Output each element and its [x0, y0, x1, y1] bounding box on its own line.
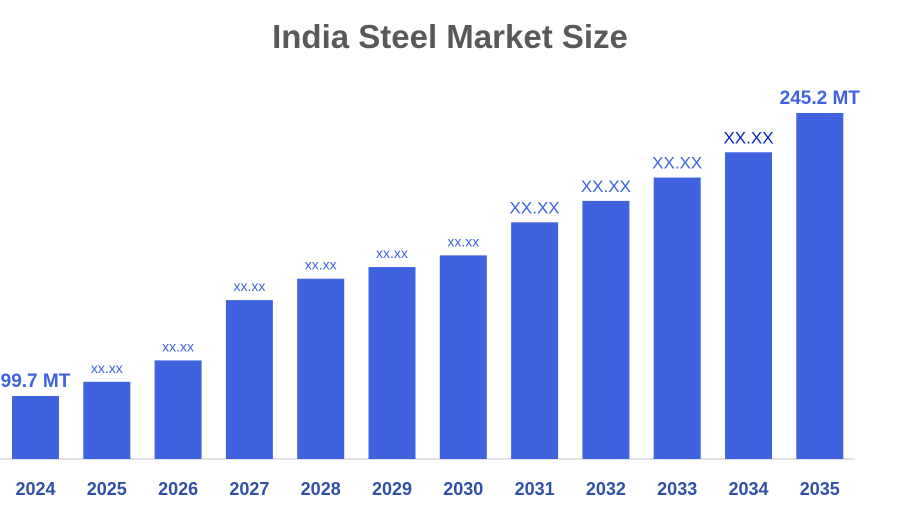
bar-2032 [582, 200, 630, 459]
bar-2035 [796, 113, 844, 459]
bar-2024 [12, 396, 59, 459]
x-tick-label-2030: 2030 [443, 479, 483, 499]
bar-2027 [225, 300, 273, 459]
x-tick-label-2024: 2024 [15, 479, 55, 499]
bar-2030 [439, 255, 487, 459]
data-label-2026: xx.xx [162, 338, 194, 354]
bar-2028 [297, 278, 345, 459]
x-tick-label-2035: 2035 [800, 479, 840, 499]
x-tick-label-2029: 2029 [372, 479, 412, 499]
data-label-2031: XX.XX [510, 198, 560, 217]
bar-2033 [653, 177, 701, 459]
data-label-2033: XX.XX [652, 154, 702, 173]
x-tick-label-2026: 2026 [158, 479, 198, 499]
data-label-2030: xx.xx [447, 233, 479, 249]
bar-2029 [368, 267, 416, 459]
chart-title: India Steel Market Size [272, 18, 628, 55]
x-tick-label-2031: 2031 [515, 479, 555, 499]
data-label-2027: xx.xx [233, 278, 265, 294]
data-label-2035: 245.2 MT [780, 88, 861, 109]
x-tick-label-2028: 2028 [301, 479, 341, 499]
bar-2026 [154, 360, 202, 459]
data-label-2034: XX.XX [723, 128, 773, 147]
x-tick-label-2027: 2027 [229, 479, 269, 499]
bar-2034 [725, 152, 772, 459]
x-tick-label-2034: 2034 [728, 479, 768, 499]
data-label-2032: XX.XX [581, 177, 631, 196]
data-label-2028: xx.xx [305, 257, 337, 273]
x-tick-label-2032: 2032 [586, 479, 626, 499]
bar-2025 [83, 381, 131, 459]
data-label-2024: 99.7 MT [1, 371, 71, 392]
data-label-2029: xx.xx [376, 245, 408, 261]
data-label-2025: xx.xx [91, 360, 123, 376]
x-tick-label-2033: 2033 [657, 479, 697, 499]
x-tick-label-2025: 2025 [87, 479, 127, 499]
bar-2031 [511, 222, 559, 459]
